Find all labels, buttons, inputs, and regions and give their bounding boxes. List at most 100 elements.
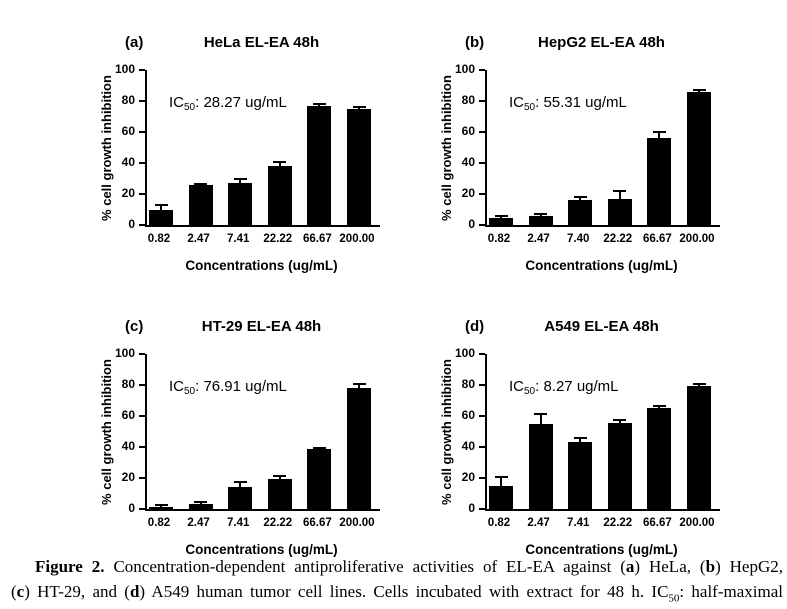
- x-tick-label: 200.00: [339, 517, 375, 529]
- bar: [647, 408, 672, 509]
- x-tick-label: 7.40: [566, 233, 590, 245]
- y-tick-mark: [139, 415, 145, 417]
- error-bar-cap: [194, 501, 208, 504]
- error-bar-stem: [698, 384, 700, 387]
- error-bar-cap: [154, 203, 168, 206]
- y-tick-label: 80: [121, 93, 135, 107]
- y-tick-mark: [139, 384, 145, 386]
- y-tick-mark: [139, 477, 145, 479]
- bar: [647, 138, 672, 225]
- error-bar-stem: [199, 183, 202, 187]
- y-axis-label: % cell growth inhibition: [99, 75, 114, 221]
- bar: [528, 423, 553, 509]
- error-bar-cap: [352, 106, 366, 109]
- x-axis-label: Concentrations (ug/mL): [525, 258, 678, 273]
- ic50-annotation: IC50: 76.91 ug/mL: [169, 378, 287, 397]
- ic50-subscript: 50: [524, 386, 536, 397]
- caption-line: Figure 2. Concentration-dependent antipr…: [11, 554, 783, 579]
- y-tick-label: 100: [114, 346, 135, 360]
- error-bar-stem: [239, 178, 242, 185]
- x-tick-label: 2.47: [187, 517, 210, 529]
- y-tick-mark: [139, 193, 145, 195]
- bar: [607, 198, 632, 225]
- bar: [347, 108, 371, 225]
- y-tick-label: 20: [121, 470, 135, 484]
- caption-segment: 50: [668, 592, 680, 605]
- y-tick-mark: [479, 446, 485, 448]
- ic50-annotation: IC50: 28.27 ug/mL: [169, 94, 287, 113]
- chart-panel-c: (c) HT-29 EL-EA 48h % cell growth inhibiti…: [95, 318, 395, 568]
- ic50-annotation: IC50: 55.31 ug/mL: [509, 94, 627, 113]
- panel-label: (b): [465, 34, 485, 51]
- y-tick-mark: [139, 131, 145, 133]
- error-bar-stem: [358, 107, 360, 110]
- y-tick-label: 20: [461, 470, 475, 484]
- error-bar-stem: [278, 476, 281, 480]
- bar: [489, 218, 513, 225]
- y-tick-label: 60: [121, 124, 135, 138]
- caption-segment: ) A549 human tumor cell lines. Cells inc…: [139, 582, 669, 601]
- x-tick-label: 66.67: [303, 233, 332, 245]
- x-tick-label: 22.22: [263, 517, 293, 529]
- ic50-subscript: 50: [184, 386, 196, 397]
- error-bar-stem: [239, 481, 242, 488]
- y-tick-mark: [139, 100, 145, 102]
- chart-title: HT-29 EL-EA 48h: [201, 318, 322, 335]
- bar: [188, 185, 213, 225]
- plot-area: 0 20 40 60 80 100 IC50: 76.91 ug/mL: [115, 346, 380, 515]
- chart-panel-a: (a) HeLa EL-EA 48h % cell growth inhibitio…: [95, 34, 395, 284]
- panel-label: (c): [125, 318, 144, 335]
- caption-segment: Figure 2.: [35, 557, 105, 576]
- y-tick-label: 0: [468, 501, 475, 515]
- x-tick-label: 2.47: [187, 233, 210, 245]
- error-bar-cap: [273, 475, 287, 478]
- error-bar-cap: [273, 161, 287, 164]
- bar: [687, 385, 711, 509]
- y-tick-label: 80: [121, 377, 135, 391]
- y-tick-label: 60: [461, 124, 475, 138]
- bar: [687, 91, 711, 225]
- y-tick-mark: [139, 162, 145, 164]
- ic50-value: : 55.31 ug/mL: [535, 94, 627, 111]
- ic50-prefix: IC: [169, 378, 184, 395]
- error-bar-stem: [160, 505, 162, 508]
- error-bar-stem: [500, 215, 502, 220]
- error-bar-stem: [579, 437, 582, 443]
- y-tick-label: 20: [121, 186, 135, 200]
- x-tick-label: 2.47: [527, 517, 550, 529]
- bar: [307, 105, 332, 225]
- error-bar-stem: [500, 477, 502, 487]
- error-bar-stem: [579, 197, 582, 202]
- error-bar-cap: [194, 182, 208, 185]
- y-axis-label: % cell growth inhibition: [439, 359, 454, 505]
- bar: [149, 209, 173, 225]
- y-tick-mark: [139, 508, 145, 510]
- error-bar-stem: [199, 502, 202, 506]
- y-tick-label: 20: [461, 186, 475, 200]
- error-bar-stem: [658, 132, 661, 140]
- ic50-annotation: IC50: 8.27 ug/mL: [509, 378, 619, 397]
- x-tick-label: 0.82: [487, 233, 511, 245]
- error-bar-cap: [312, 103, 326, 106]
- error-bar-stem: [318, 104, 321, 107]
- ic50-prefix: IC: [509, 378, 524, 395]
- bar: [228, 183, 253, 225]
- bar: [568, 441, 593, 509]
- panel-label: (d): [465, 318, 485, 335]
- chart-panel-d: (d) A549 EL-EA 48h % cell growth inhibitio…: [435, 318, 735, 568]
- x-axis-label: Concentrations (ug/mL): [525, 542, 678, 557]
- chart-title: HeLa EL-EA 48h: [203, 34, 320, 51]
- ic50-prefix: IC: [169, 94, 184, 111]
- ic50-value: : 28.27 ug/mL: [195, 94, 287, 111]
- y-tick-label: 40: [461, 155, 475, 169]
- x-tick-label: 66.67: [643, 517, 672, 529]
- bar: [228, 486, 253, 509]
- plot-area: 0 20 40 60 80 100 IC50: 28.27 ug/mL: [115, 62, 380, 231]
- error-bar-cap: [154, 504, 168, 507]
- bar: [267, 478, 292, 509]
- error-bar-cap: [534, 413, 548, 416]
- chart-title: HepG2 EL-EA 48h: [538, 34, 665, 51]
- y-tick-mark: [479, 384, 485, 386]
- caption-segment: (: [11, 582, 17, 601]
